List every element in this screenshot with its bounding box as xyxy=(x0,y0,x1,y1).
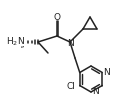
Text: ,,: ,, xyxy=(21,39,25,49)
Text: N: N xyxy=(103,68,110,77)
Text: Cl: Cl xyxy=(67,82,76,91)
Text: O: O xyxy=(54,12,60,22)
Text: H$_2$N: H$_2$N xyxy=(6,36,25,48)
Text: N: N xyxy=(67,39,73,47)
Text: N: N xyxy=(92,87,99,95)
